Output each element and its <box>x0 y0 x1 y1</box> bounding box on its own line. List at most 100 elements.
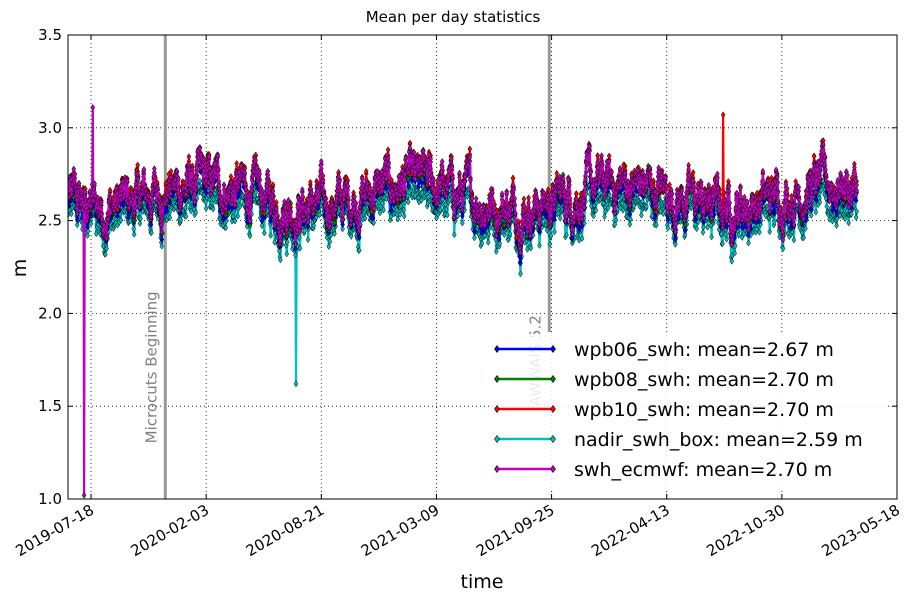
data-point <box>528 244 534 252</box>
series-lines <box>68 103 860 499</box>
data-point <box>74 216 80 223</box>
data-point <box>126 213 131 221</box>
data-point <box>694 225 699 233</box>
data-point <box>284 250 290 258</box>
data-point <box>817 198 823 206</box>
data-point <box>237 202 243 210</box>
data-point <box>272 238 277 246</box>
data-point <box>682 226 688 234</box>
data-point <box>544 226 550 234</box>
data-point <box>579 235 585 242</box>
data-point <box>88 211 94 219</box>
data-point <box>183 204 188 212</box>
data-point <box>537 228 542 236</box>
data-point <box>405 198 411 206</box>
data-point <box>729 257 735 265</box>
data-point <box>203 204 209 212</box>
data-point <box>486 230 492 238</box>
data-point <box>159 242 165 250</box>
data-point <box>276 247 282 255</box>
data-point <box>197 177 203 185</box>
data-point <box>682 230 688 238</box>
data-point <box>613 216 619 224</box>
data-point <box>235 212 241 220</box>
data-point <box>824 202 830 210</box>
data-point <box>384 185 389 193</box>
data-point <box>443 205 449 213</box>
data-point <box>803 225 808 232</box>
data-point <box>537 242 542 249</box>
data-point <box>167 214 173 222</box>
data-point <box>397 211 403 218</box>
data-point <box>268 217 273 225</box>
data-point <box>278 256 283 264</box>
data-point <box>438 206 443 214</box>
data-point <box>700 228 706 236</box>
data-point <box>482 231 488 239</box>
data-point <box>780 245 786 253</box>
data-point <box>763 212 769 220</box>
data-point <box>103 250 108 258</box>
data-point <box>548 232 554 239</box>
data-point <box>813 195 819 203</box>
data-point <box>68 202 71 209</box>
data-point <box>497 240 503 247</box>
data-point <box>293 245 298 253</box>
data-point <box>570 235 575 243</box>
data-point <box>340 221 345 228</box>
data-point <box>808 212 814 219</box>
data-point <box>259 217 265 225</box>
data-point <box>285 238 290 246</box>
data-point <box>705 223 710 231</box>
data-point <box>401 212 407 220</box>
data-point <box>525 245 530 253</box>
data-point <box>676 215 682 222</box>
data-point <box>472 228 477 236</box>
data-point <box>159 236 165 244</box>
data-point <box>118 216 124 224</box>
data-point <box>644 203 649 211</box>
data-point <box>332 230 337 238</box>
data-point <box>97 230 103 238</box>
data-point <box>720 240 725 247</box>
data-point <box>445 211 450 219</box>
data-point <box>788 224 794 232</box>
data-point <box>701 223 706 231</box>
data-point <box>746 231 751 239</box>
data-point <box>579 223 585 230</box>
data-point <box>701 218 706 226</box>
data-point <box>660 210 666 218</box>
data-point <box>447 196 452 204</box>
data-point <box>772 218 777 226</box>
data-point <box>665 224 671 232</box>
data-point <box>724 235 729 243</box>
data-point <box>316 204 321 212</box>
data-point <box>104 245 109 252</box>
data-point <box>618 204 623 212</box>
data-point <box>547 240 553 248</box>
data-point <box>620 206 626 214</box>
data-point <box>518 259 523 267</box>
data-point <box>591 212 596 220</box>
data-point <box>693 216 698 224</box>
data-point <box>148 221 154 229</box>
data-point <box>210 205 216 213</box>
data-point <box>85 232 90 240</box>
data-point <box>193 209 199 216</box>
data-point <box>317 211 322 219</box>
data-point <box>605 204 611 212</box>
data-point <box>518 270 523 278</box>
data-point <box>846 219 851 227</box>
data-point <box>673 236 678 243</box>
data-point <box>827 215 832 223</box>
data-point <box>401 206 406 214</box>
data-point <box>801 234 807 242</box>
data-point <box>601 199 606 207</box>
data-point <box>388 213 394 220</box>
data-point <box>302 227 307 235</box>
data-point <box>507 230 513 238</box>
data-point <box>405 182 411 190</box>
data-point <box>494 248 499 255</box>
data-point <box>736 231 741 239</box>
